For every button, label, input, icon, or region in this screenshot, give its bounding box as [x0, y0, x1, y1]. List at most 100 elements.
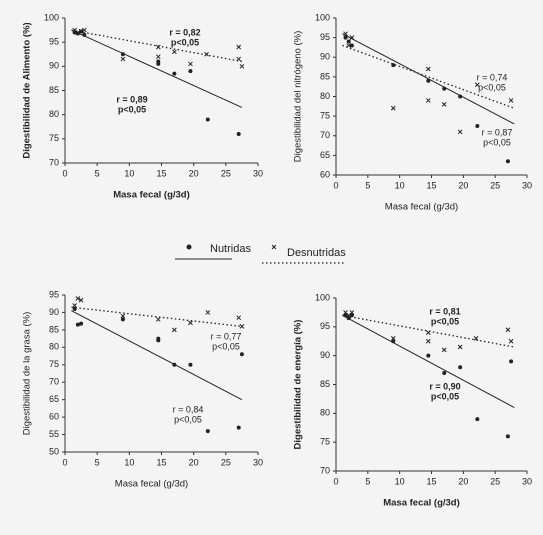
- annotation: r = 0,84: [173, 404, 204, 414]
- trend-line: [342, 314, 515, 348]
- x-tick-label: 25: [490, 180, 500, 190]
- y-tick-label: 100: [315, 12, 330, 22]
- annotation: p<0,05: [478, 82, 506, 92]
- y-tick-label: 55: [49, 429, 59, 439]
- panel: 70 75 80 85 90 95 100 0 5 10 15 20 25 30 Masa fecal (g…: [22, 12, 263, 200]
- y-tick-label: 70: [320, 130, 330, 140]
- x-tick-label: 5: [95, 168, 100, 178]
- point: [505, 159, 510, 164]
- point: [442, 86, 447, 91]
- x-tick-label: 0: [62, 457, 67, 467]
- y-tick-label: 80: [320, 91, 330, 101]
- x-tick-label: 5: [365, 476, 370, 486]
- point: [120, 313, 126, 319]
- point: [155, 44, 161, 50]
- point: [426, 78, 431, 83]
- point: [79, 321, 84, 326]
- point: [75, 30, 81, 35]
- panel: 70 75 80 85 90 95 100 0 5 10 15 20 25 30 Masa fecal (g…: [293, 292, 532, 508]
- y-tick-label: 75: [49, 133, 59, 143]
- annotation: r = 0,89: [116, 94, 147, 104]
- point: [236, 315, 242, 321]
- y-tick-label: 65: [49, 394, 59, 404]
- point: [236, 56, 242, 62]
- x-tick-label: 10: [395, 180, 405, 190]
- x-tick-label: 25: [490, 476, 500, 486]
- annotation: p<0,05: [431, 391, 459, 401]
- x-tick-label: 15: [426, 476, 436, 486]
- trend-line: [71, 29, 243, 63]
- y-tick-label: 70: [49, 377, 59, 387]
- y-tick-label: 80: [49, 342, 59, 352]
- point: [349, 35, 355, 40]
- y-tick-label: 100: [44, 12, 59, 22]
- y-tick-label: 95: [320, 32, 330, 42]
- legend-marker: [271, 244, 277, 250]
- annotation: p<0,05: [483, 137, 511, 147]
- point: [475, 123, 480, 128]
- point: [425, 98, 431, 103]
- point: [458, 365, 463, 370]
- annotation: r = 0,81: [429, 306, 460, 316]
- annotation: p<0,05: [212, 341, 240, 351]
- point: [81, 27, 87, 33]
- point: [72, 27, 78, 33]
- y-tick-label: 75: [320, 437, 330, 447]
- point: [442, 370, 447, 375]
- annotation: r = 0,77: [211, 331, 242, 341]
- point: [425, 330, 431, 335]
- point: [426, 353, 431, 358]
- trend-line: [71, 306, 242, 328]
- y-tick-label: 60: [49, 411, 59, 421]
- point: [75, 322, 80, 327]
- point: [505, 327, 511, 333]
- y-tick-label: 90: [49, 307, 59, 317]
- point: [458, 94, 463, 99]
- point: [425, 66, 431, 72]
- point: [508, 338, 514, 344]
- y-tick-label: 95: [49, 37, 59, 47]
- point: [172, 71, 177, 76]
- point: [239, 352, 244, 357]
- annotation: r = 0,87: [482, 127, 513, 137]
- y-tick-label: 95: [320, 321, 330, 331]
- y-tick-label: 65: [320, 150, 330, 160]
- y-tick-label: 80: [320, 408, 330, 418]
- point: [75, 296, 81, 301]
- point: [474, 82, 480, 88]
- point: [156, 61, 161, 66]
- y-tick-label: 70: [320, 465, 330, 475]
- point: [441, 347, 447, 353]
- point: [82, 32, 87, 37]
- trend-line: [342, 314, 515, 409]
- point: [172, 362, 177, 367]
- x-tick-label: 20: [189, 168, 199, 178]
- panel: 60 65 70 75 80 85 90 95 100 0 5 10 15 20 25 30 Masa feca…: [293, 12, 532, 212]
- point: [505, 434, 510, 439]
- point: [205, 429, 210, 434]
- point: [156, 338, 161, 343]
- y-tick-label: 60: [320, 169, 330, 179]
- y-tick-label: 90: [320, 350, 330, 360]
- y-tick-label: 90: [49, 61, 59, 71]
- point: [188, 362, 193, 367]
- point: [343, 35, 348, 40]
- x-tick-label: 25: [221, 168, 231, 178]
- annotation: p<0,05: [171, 37, 199, 47]
- point: [390, 336, 396, 341]
- y-tick-label: 85: [49, 324, 59, 334]
- legend-label: Desnutridas: [287, 247, 346, 259]
- trend-line: [342, 44, 515, 109]
- x-tick-label: 20: [458, 476, 468, 486]
- point: [78, 297, 84, 303]
- y-tick-label: 50: [49, 446, 59, 456]
- x-tick-label: 15: [156, 168, 166, 178]
- y-axis-label: Digestibilidad de la grasa (%): [22, 312, 33, 436]
- y-tick-label: 80: [49, 109, 59, 119]
- y-tick-label: 85: [320, 379, 330, 389]
- point: [239, 63, 245, 69]
- x-tick-label: 10: [124, 457, 134, 467]
- trend-line: [71, 29, 243, 108]
- point: [172, 327, 177, 333]
